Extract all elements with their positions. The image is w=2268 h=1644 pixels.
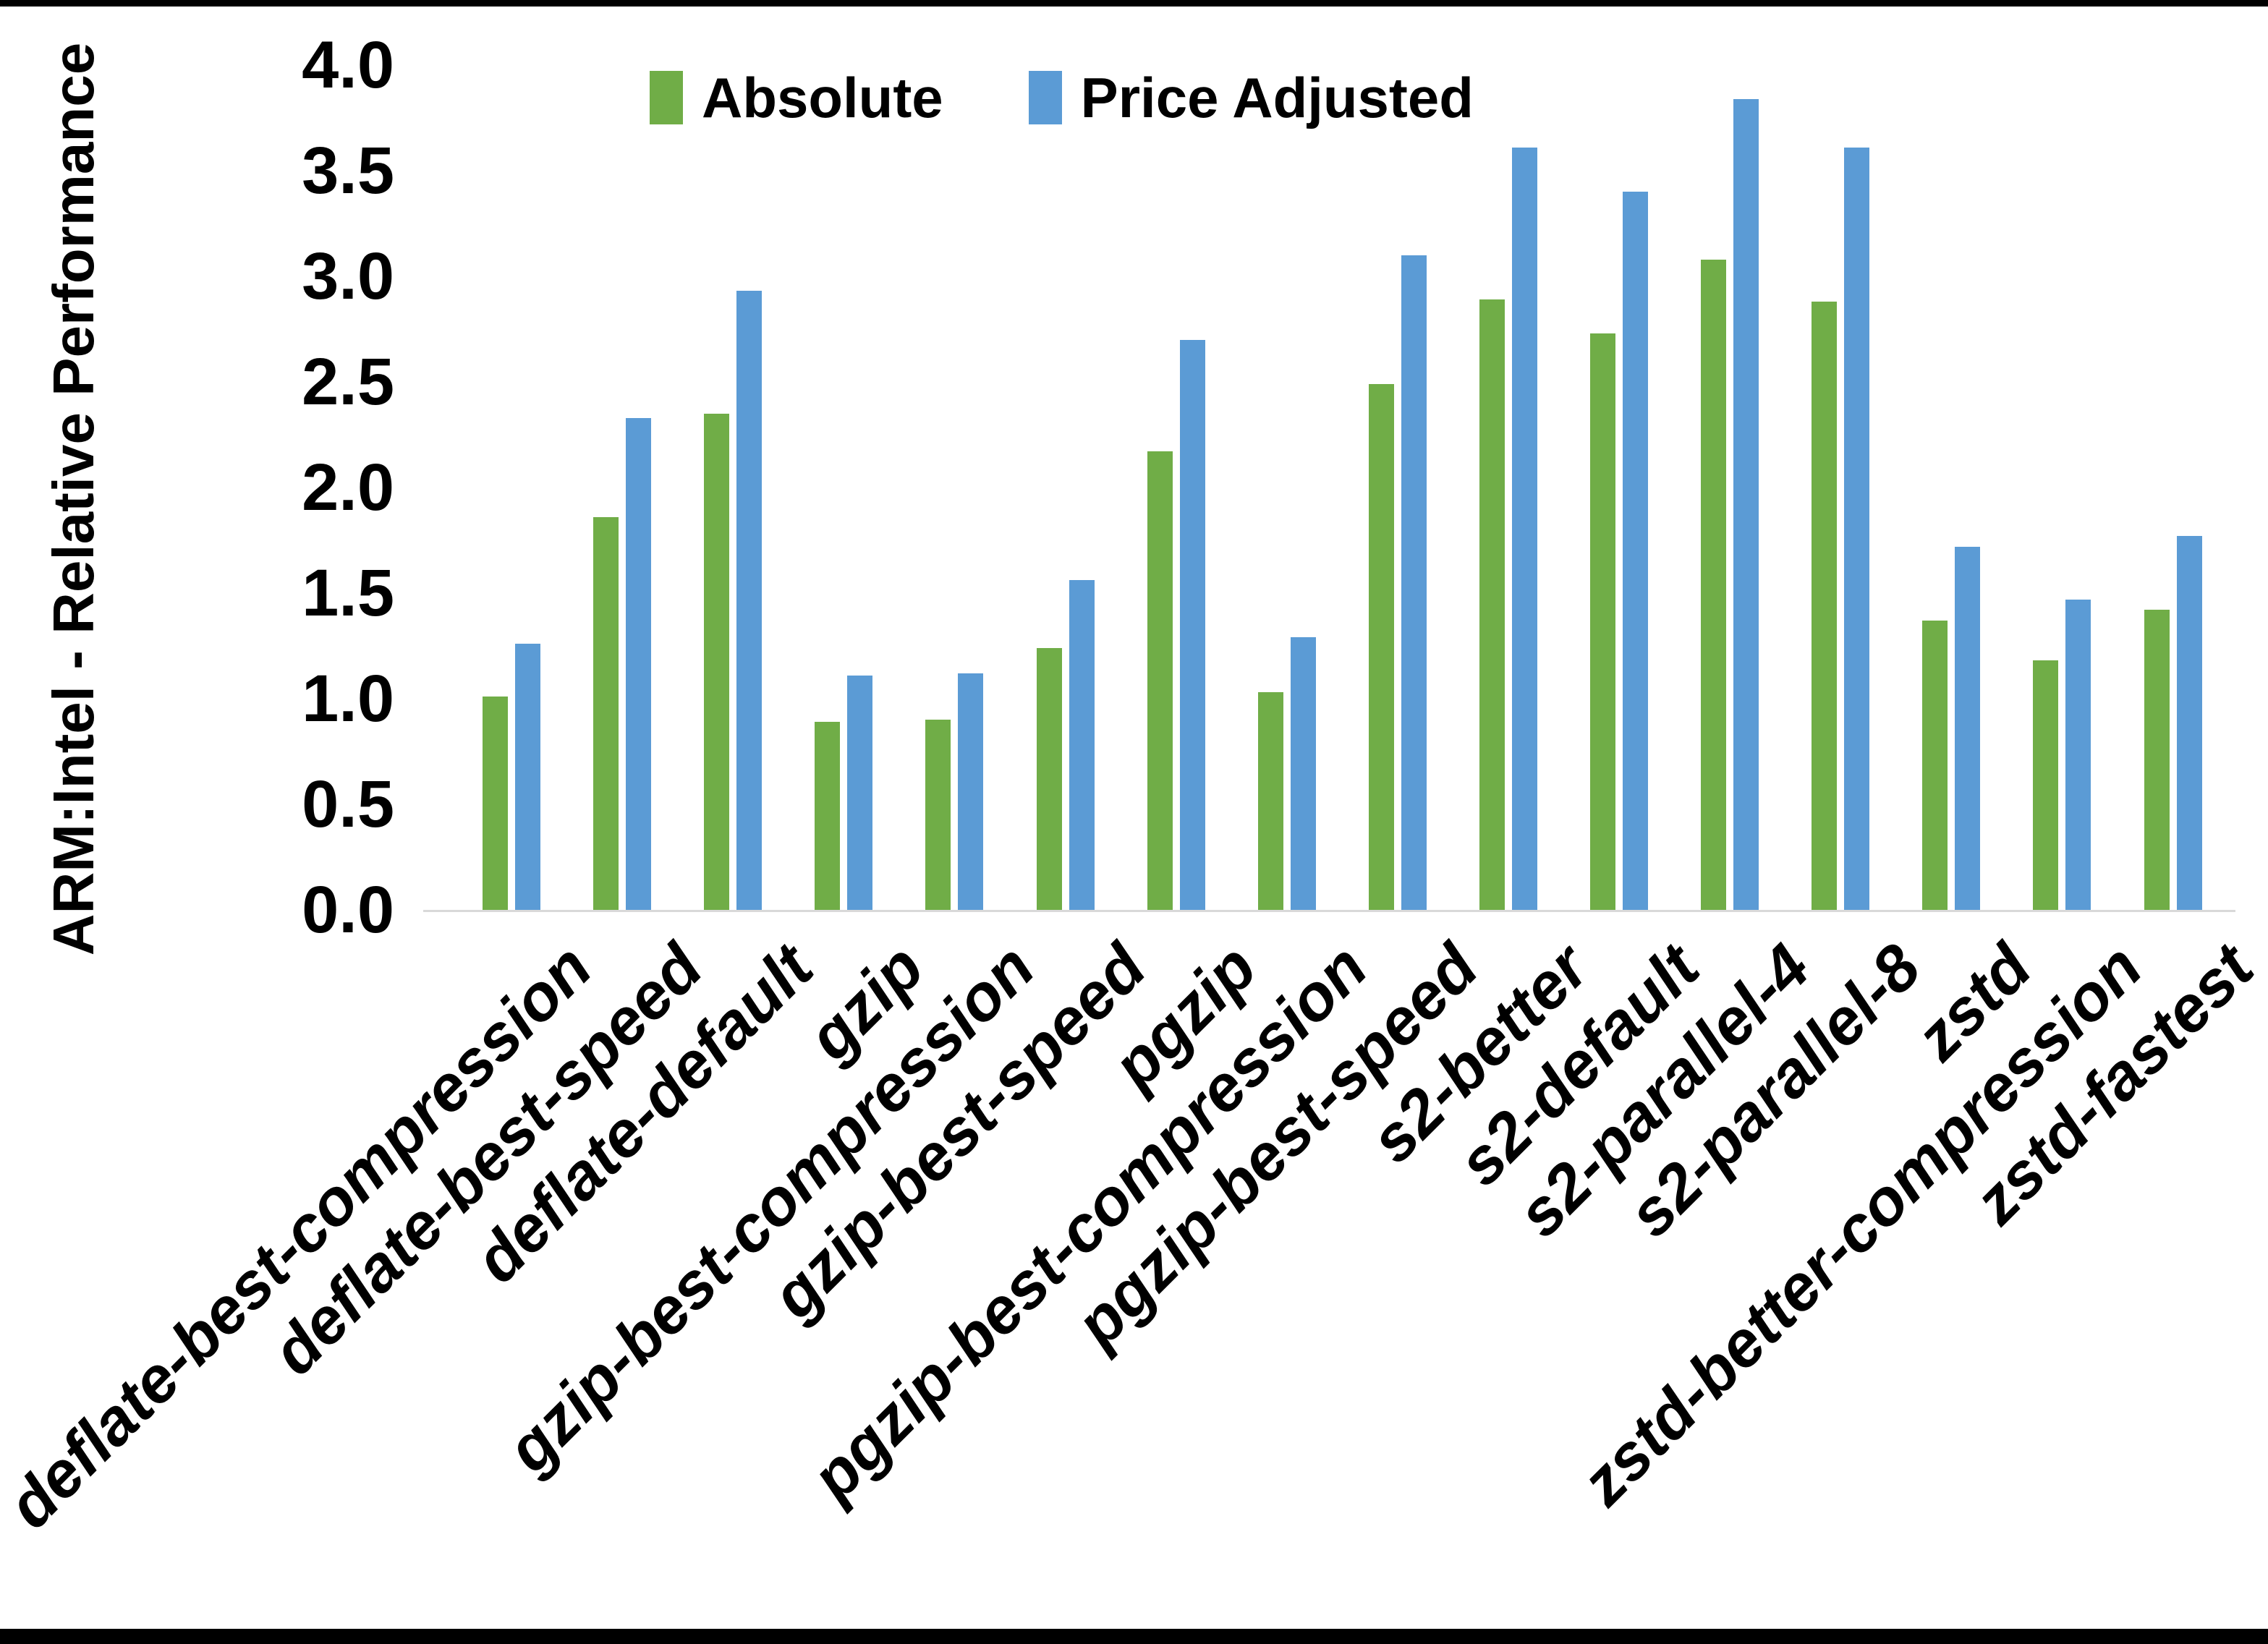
bar-price-adjusted-pgzip — [1180, 340, 1205, 910]
legend-swatch-price-adjusted — [1028, 71, 1062, 124]
legend-label-absolute: Absolute — [702, 66, 943, 129]
bar-absolute-s2-parallel-8 — [1812, 302, 1837, 910]
bar-absolute-pgzip-best-speed — [1369, 384, 1394, 910]
bar-absolute-zstd-fastest — [2144, 610, 2170, 910]
x-axis-line — [423, 910, 2235, 912]
bar-absolute-deflate-default — [704, 414, 729, 910]
bar-absolute-s2-better — [1479, 299, 1505, 910]
bottom-border-rule — [0, 1629, 2268, 1644]
bar-price-adjusted-deflate-best-compression — [515, 644, 540, 910]
bar-price-adjusted-gzip — [847, 676, 872, 910]
bar-absolute-zstd — [1922, 621, 1948, 910]
bar-absolute-gzip-best-compression — [925, 720, 951, 910]
y-tick-label: 2.5 — [302, 345, 394, 419]
legend-label-price-adjusted: Price Adjusted — [1080, 66, 1474, 129]
y-tick-label: 1.5 — [302, 556, 394, 630]
y-tick-label: 3.5 — [302, 134, 394, 208]
legend: Absolute Price Adjusted — [650, 69, 1474, 126]
y-tick-label: 1.0 — [302, 662, 394, 736]
y-tick-label: 2.0 — [302, 451, 394, 524]
bar-price-adjusted-s2-default — [1623, 192, 1648, 910]
legend-swatch-absolute — [650, 71, 683, 124]
bar-absolute-s2-parallel-4 — [1701, 260, 1726, 910]
bar-price-adjusted-deflate-default — [736, 291, 762, 910]
bar-price-adjusted-zstd-fastest — [2177, 536, 2202, 910]
bar-price-adjusted-pgzip-best-speed — [1401, 255, 1427, 910]
bar-price-adjusted-gzip-best-compression — [958, 673, 983, 910]
bar-absolute-deflate-best-compression — [483, 697, 508, 910]
top-border-rule — [0, 0, 2268, 7]
y-axis-title: ARM:Intel - Relative Performance — [41, 42, 106, 956]
bar-price-adjusted-zstd — [1955, 547, 1980, 910]
bar-price-adjusted-s2-parallel-4 — [1733, 99, 1759, 910]
bar-price-adjusted-pgzip-best-compression — [1291, 637, 1316, 910]
bar-absolute-s2-default — [1590, 333, 1615, 910]
bar-price-adjusted-s2-parallel-8 — [1844, 148, 1869, 910]
legend-item-price-adjusted: Price Adjusted — [1028, 66, 1474, 129]
bar-absolute-gzip — [815, 722, 840, 910]
bar-absolute-deflate-best-speed — [593, 517, 619, 910]
bar-price-adjusted-gzip-best-speed — [1069, 580, 1095, 910]
bar-absolute-pgzip-best-compression — [1258, 692, 1283, 910]
bar-absolute-gzip-best-speed — [1037, 648, 1062, 910]
y-tick-label: 3.0 — [302, 239, 394, 313]
bar-price-adjusted-deflate-best-speed — [626, 418, 651, 910]
bar-absolute-zstd-better-compression — [2033, 660, 2058, 910]
y-tick-label: 0.5 — [302, 767, 394, 841]
y-tick-label: 0.0 — [302, 873, 394, 947]
bar-absolute-pgzip — [1147, 451, 1173, 910]
legend-item-absolute: Absolute — [650, 69, 943, 126]
y-tick-label: 4.0 — [302, 28, 394, 102]
bar-price-adjusted-zstd-better-compression — [2065, 600, 2091, 910]
bar-price-adjusted-s2-better — [1512, 148, 1537, 910]
